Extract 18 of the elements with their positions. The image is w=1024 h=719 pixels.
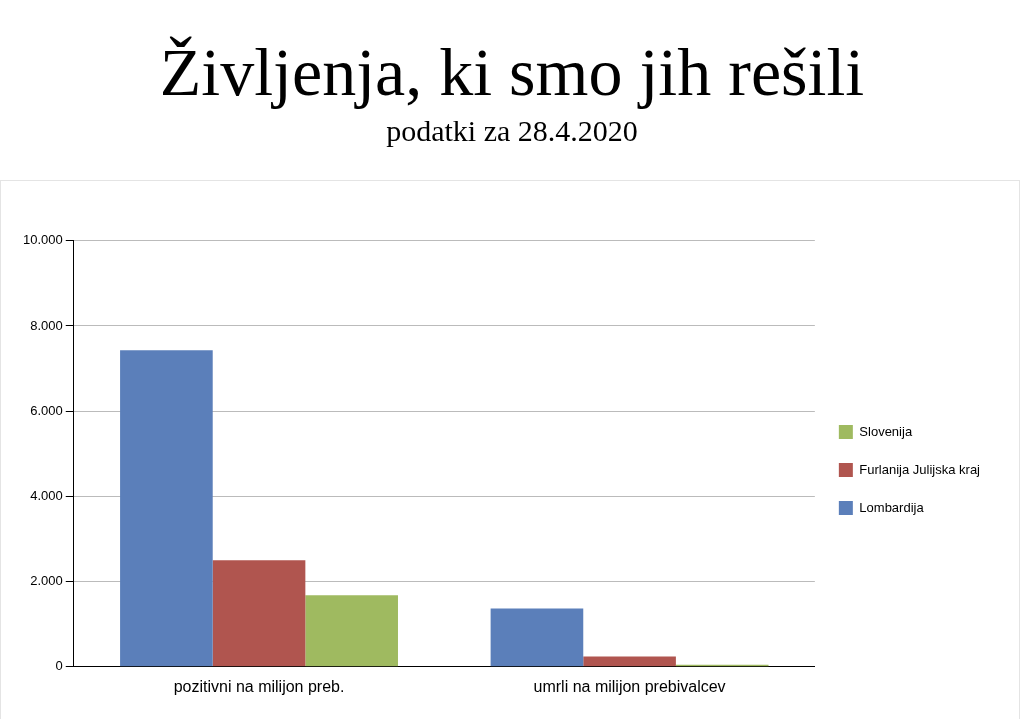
y-tick-label: 6.000 bbox=[30, 402, 63, 418]
bar bbox=[120, 350, 213, 667]
bar bbox=[490, 608, 584, 667]
legend-label: Lombardija bbox=[859, 499, 925, 515]
y-tick-label: 10.000 bbox=[23, 232, 63, 248]
chart-title: Življenja, ki smo jih rešili bbox=[158, 33, 866, 112]
bar bbox=[305, 595, 398, 667]
legend-label: Slovenija bbox=[859, 423, 913, 439]
x-tick-label: pozitivni na milijon preb. bbox=[173, 677, 345, 695]
y-tick-label: 2.000 bbox=[30, 573, 63, 589]
bar bbox=[583, 656, 676, 667]
y-tick-label: 8.000 bbox=[30, 317, 63, 333]
y-tick-label: 4.000 bbox=[30, 487, 63, 503]
bar bbox=[212, 560, 306, 667]
chart-subtitle: podatki za 28.4.2020 bbox=[385, 114, 639, 148]
legend-label: Furlanija Julijska kraj bbox=[859, 461, 981, 477]
y-tick-label: 0 bbox=[55, 658, 63, 674]
x-tick-label: umrli na milijon prebivalcev bbox=[533, 677, 726, 695]
